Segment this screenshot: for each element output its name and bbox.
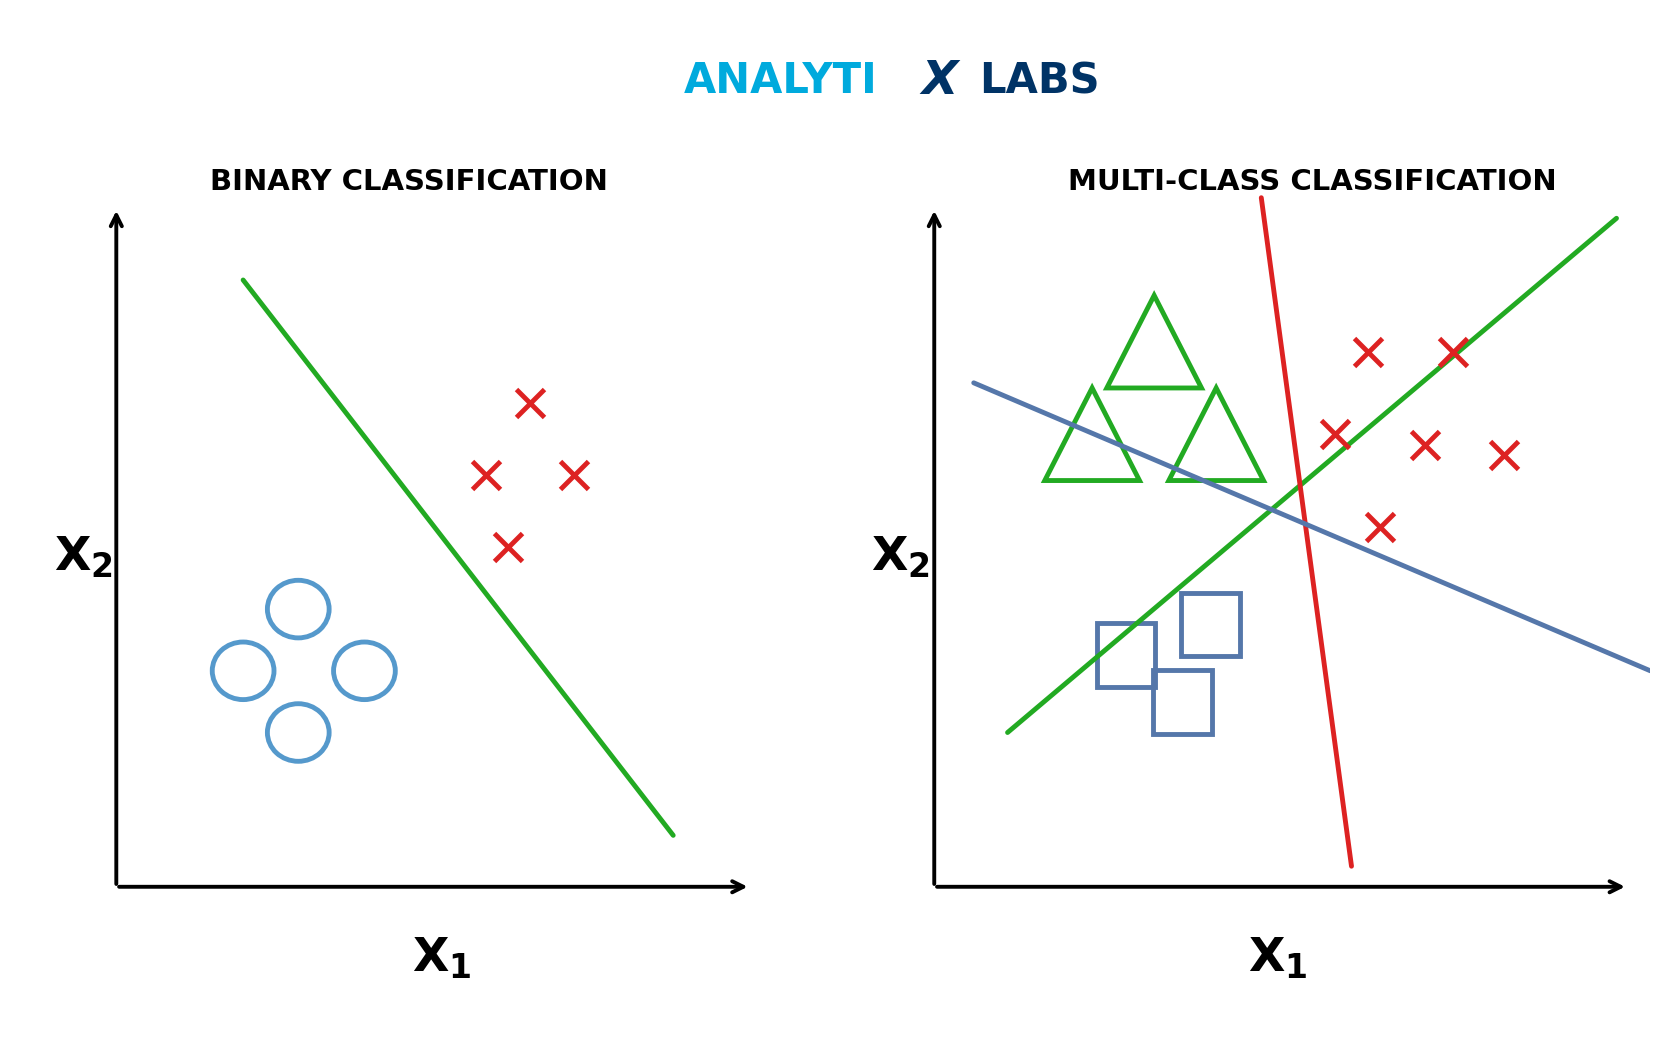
Text: ANALYTI: ANALYTI: [683, 60, 877, 102]
Text: $\mathbf{X_1}$: $\mathbf{X_1}$: [1249, 936, 1309, 982]
Text: BINARY CLASSIFICATION: BINARY CLASSIFICATION: [210, 168, 607, 196]
Text: X: X: [920, 58, 957, 104]
Text: MULTI-CLASS CLASSIFICATION: MULTI-CLASS CLASSIFICATION: [1069, 168, 1557, 196]
Bar: [1097, 623, 1155, 688]
Bar: [1154, 670, 1212, 734]
Bar: [1182, 593, 1240, 656]
Text: $\mathbf{X_1}$: $\mathbf{X_1}$: [412, 936, 472, 982]
Text: $\mathbf{X_2}$: $\mathbf{X_2}$: [53, 535, 113, 580]
Text: $\mathbf{X_2}$: $\mathbf{X_2}$: [870, 535, 930, 580]
Text: LABS: LABS: [980, 60, 1100, 102]
